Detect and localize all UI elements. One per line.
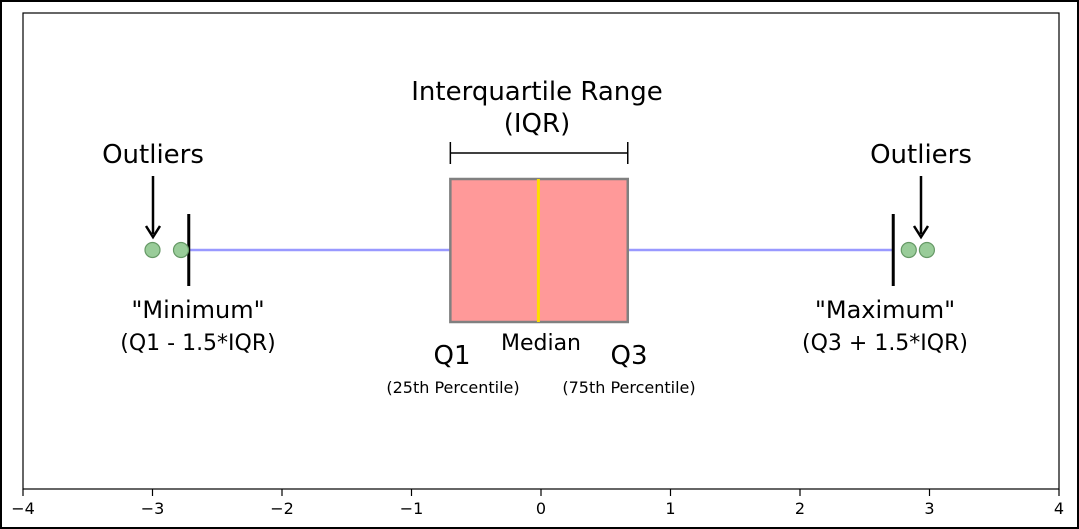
x-tick-label-8: 4 <box>1054 499 1064 518</box>
iqr-bracket <box>449 142 629 164</box>
outliers-left-label: Outliers <box>102 140 204 170</box>
q1-label: Q1 <box>433 341 470 371</box>
outliers-right-label: Outliers <box>870 140 972 170</box>
outlier-points <box>144 241 936 259</box>
x-axis: −4 −3 −2 −1 0 1 2 3 4 <box>11 489 1064 518</box>
minimum-label: "Minimum" <box>131 296 264 324</box>
outlier-point-1 <box>172 241 190 259</box>
iqr-abbrev-label: (IQR) <box>504 109 571 139</box>
x-tick-label-4: 0 <box>536 499 546 518</box>
x-tick-label-5: 1 <box>665 499 675 518</box>
minimum-formula-label: (Q1 - 1.5*IQR) <box>120 331 275 356</box>
maximum-label: "Maximum" <box>815 296 955 324</box>
x-tick-label-2: −2 <box>270 499 294 518</box>
x-tick-label-1: −3 <box>141 499 165 518</box>
x-tick-label-0: −4 <box>11 499 35 518</box>
outlier-point-2 <box>900 241 917 259</box>
q3-description-label: (75th Percentile) <box>562 378 695 397</box>
outlier-point-0 <box>144 241 161 259</box>
median-label: Median <box>501 331 581 356</box>
q1-description-label: (25th Percentile) <box>386 378 519 397</box>
x-tick-label-6: 2 <box>795 499 805 518</box>
outlier-arrow-right <box>912 176 930 240</box>
outlier-arrow-left <box>144 176 162 240</box>
x-tick-label-3: −1 <box>400 499 424 518</box>
outlier-point-3 <box>918 241 936 259</box>
iqr-title-label: Interquartile Range <box>411 77 662 107</box>
q3-label: Q3 <box>610 341 647 371</box>
x-tick-label-7: 3 <box>924 499 934 518</box>
maximum-formula-label: (Q3 + 1.5*IQR) <box>802 331 968 356</box>
